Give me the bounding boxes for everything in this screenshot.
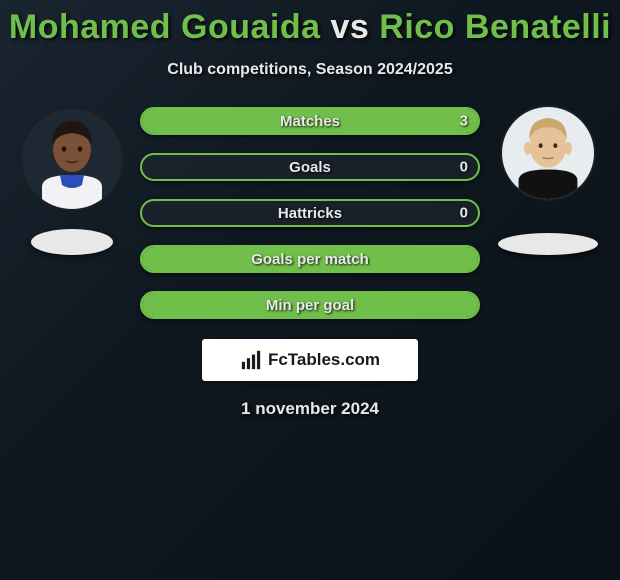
- player2-flag: [498, 233, 598, 255]
- stat-label: Goals per match: [251, 251, 369, 268]
- fctables-logo: FcTables.com: [202, 339, 418, 381]
- player2-column: [488, 107, 608, 255]
- stat-value-right: 0: [460, 159, 468, 176]
- player1-flag: [31, 229, 113, 255]
- page-title: Mohamed Gouaida vs Rico Benatelli: [0, 0, 620, 47]
- player2-avatar-svg: [502, 107, 594, 199]
- stat-bar-min-per-goal: Min per goal: [140, 291, 480, 319]
- logo-text-fc: Fc: [268, 350, 288, 369]
- player1-avatar: [20, 107, 124, 211]
- stat-label: Goals: [289, 159, 331, 176]
- stat-label: Min per goal: [266, 297, 354, 314]
- stat-label: Hattricks: [278, 205, 342, 222]
- stat-bar-hattricks: 0 Hattricks: [140, 199, 480, 227]
- player2-avatar: [500, 105, 596, 201]
- stat-value-right: 3: [460, 113, 468, 130]
- date-label: 1 november 2024: [0, 399, 620, 419]
- comparison-content: 3 Matches 0 Goals 0 Hattricks Goals per match M…: [0, 107, 620, 319]
- player1-avatar-svg: [22, 109, 122, 209]
- logo-text-rest: Tables.com: [288, 350, 380, 369]
- stat-label: Matches: [280, 113, 340, 130]
- stat-bar-matches: 3 Matches: [140, 107, 480, 135]
- stat-bar-goals-per-match: Goals per match: [140, 245, 480, 273]
- stat-value-right: 0: [460, 205, 468, 222]
- player1-column: [12, 107, 132, 255]
- logo-text: FcTables.com: [268, 350, 380, 370]
- player2-name: Rico Benatelli: [379, 8, 611, 46]
- vs-label: vs: [330, 8, 369, 46]
- subtitle: Club competitions, Season 2024/2025: [0, 61, 620, 79]
- stat-bars: 3 Matches 0 Goals 0 Hattricks Goals per match M…: [140, 107, 480, 319]
- player1-name: Mohamed Gouaida: [9, 8, 321, 46]
- stat-bar-goals: 0 Goals: [140, 153, 480, 181]
- chart-icon: [240, 349, 262, 371]
